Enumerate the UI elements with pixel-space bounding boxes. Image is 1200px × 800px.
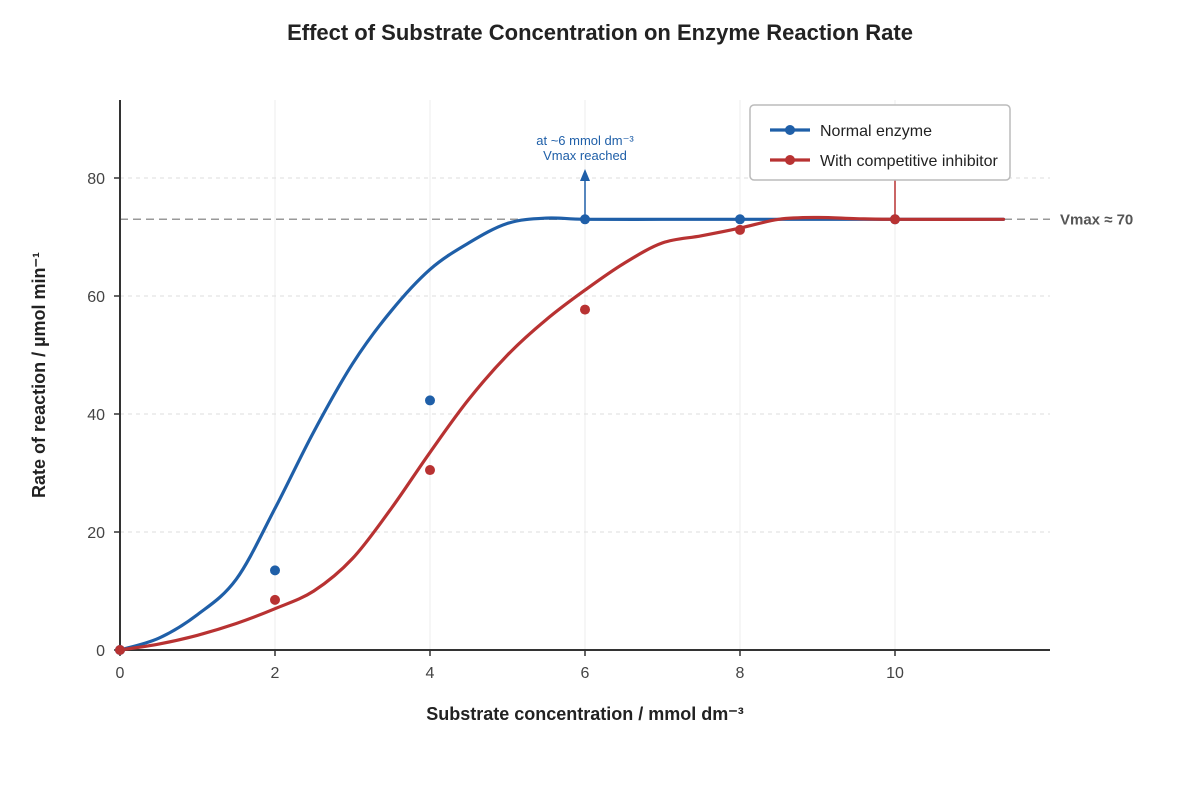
legend-swatch-marker <box>785 125 795 135</box>
data-point-0 <box>735 214 745 225</box>
y-tick-label: 40 <box>87 407 105 424</box>
y-tick-label: 60 <box>87 289 105 306</box>
data-point-1 <box>115 645 125 655</box>
legend: Normal enzyme With competitive inhibitor <box>749 104 1011 181</box>
legend-label: With competitive inhibitor <box>820 153 999 170</box>
annotation-arrow-head <box>580 169 590 181</box>
data-point-1 <box>270 594 280 605</box>
data-point-0 <box>270 565 280 576</box>
x-tick-label: 2 <box>271 665 280 682</box>
legend-label: Normal enzyme <box>820 123 932 140</box>
series <box>115 214 1006 655</box>
legend-swatch-marker <box>785 155 795 165</box>
series-line-1 <box>118 215 1006 652</box>
data-point-1 <box>425 465 435 476</box>
x-tick-label: 6 <box>581 665 590 682</box>
data-point-0 <box>425 395 435 406</box>
y-tick-label: 0 <box>96 643 105 660</box>
data-point-1 <box>580 304 590 315</box>
x-tick-label: 8 <box>736 665 745 682</box>
y-axis-title: Rate of reaction / µmol min⁻¹ <box>29 252 49 498</box>
data-point-1 <box>735 224 745 235</box>
annotation-text: Vmax reached <box>543 148 627 163</box>
x-tick-label: 10 <box>886 665 904 682</box>
annotation-text: at ~6 mmol dm⁻³ <box>536 133 634 148</box>
vmax-label: Vmax ≈ 70 <box>1060 211 1133 228</box>
x-tick-label: 0 <box>116 665 125 682</box>
x-axis-title: Substrate concentration / mmol dm⁻³ <box>426 704 744 724</box>
x-tick-label: 4 <box>426 665 435 682</box>
y-tick-label: 80 <box>87 171 105 188</box>
chart-title: Effect of Substrate Concentration on Enz… <box>287 20 913 45</box>
legend-box <box>749 104 1011 181</box>
series-line-0 <box>118 216 1006 652</box>
y-tick-label: 20 <box>87 525 105 542</box>
